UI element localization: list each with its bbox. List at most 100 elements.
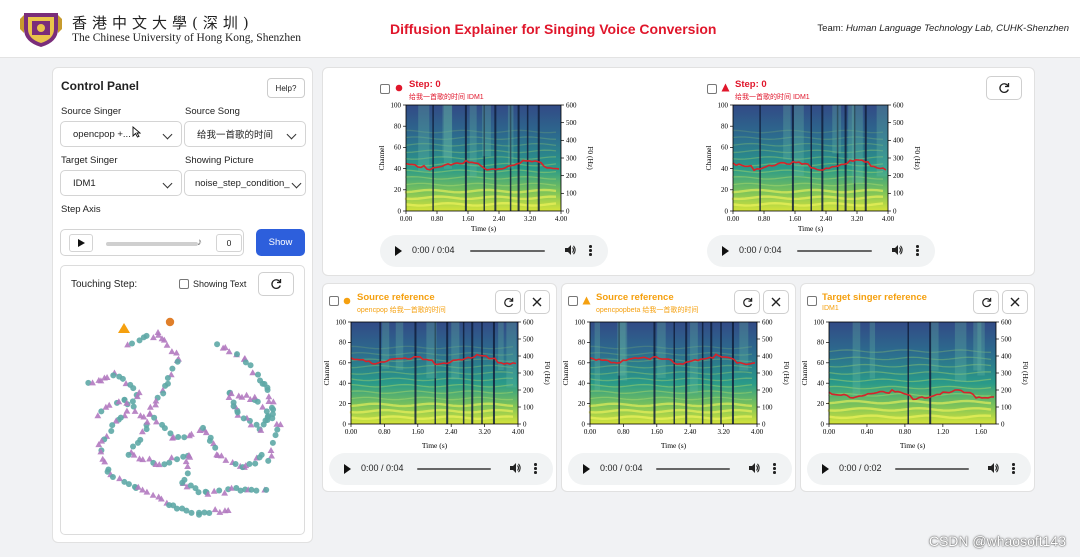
scatter-point-circle[interactable] <box>119 375 126 382</box>
play-icon[interactable] <box>722 246 729 256</box>
scatter-point-circle[interactable] <box>252 460 259 467</box>
scatter-point-circle[interactable] <box>230 399 237 406</box>
scatter-point-circle[interactable] <box>196 511 203 518</box>
scatter-point-circle[interactable] <box>206 509 213 516</box>
scatter-point-circle[interactable] <box>110 372 117 379</box>
scatter-point-triangle[interactable] <box>102 403 110 410</box>
scatter-point-circle[interactable] <box>125 481 132 488</box>
scatter-point-triangle[interactable] <box>98 437 105 444</box>
scatter-point-triangle[interactable] <box>241 354 249 361</box>
target-audio-player[interactable]: 0:00 / 0:02 <box>807 453 1031 485</box>
scatter-point-triangle[interactable] <box>97 377 105 384</box>
scatter-point-circle[interactable] <box>246 460 253 467</box>
scatter-point-triangle[interactable] <box>105 401 113 408</box>
refresh-step-b-button[interactable] <box>986 76 1022 100</box>
volume-icon[interactable] <box>564 244 576 256</box>
scatter-point-circle[interactable] <box>109 422 116 429</box>
scatter-point-triangle[interactable] <box>112 417 120 424</box>
scatter-point-triangle[interactable] <box>277 421 284 428</box>
step-b-checkbox[interactable] <box>707 84 717 94</box>
scatter-point-triangle[interactable] <box>139 486 146 493</box>
scatter-point-circle[interactable] <box>151 414 158 421</box>
volume-icon[interactable] <box>987 462 999 474</box>
scatter-point-circle[interactable] <box>129 398 136 405</box>
more-options-icon[interactable] <box>773 463 776 475</box>
play-icon[interactable] <box>344 464 351 474</box>
scatter-point-circle[interactable] <box>260 421 267 428</box>
scatter-point-triangle[interactable] <box>267 447 275 454</box>
scatter-point-triangle[interactable] <box>157 495 165 502</box>
audio-progress-bar[interactable] <box>656 468 731 470</box>
scatter-point-circle[interactable] <box>253 421 260 428</box>
scatter-point-circle[interactable] <box>254 371 261 378</box>
scatter-point-triangle[interactable] <box>227 390 235 397</box>
scatter-point-triangle[interactable] <box>152 397 160 404</box>
scatter-point-circle[interactable] <box>192 485 199 492</box>
scatter-point-triangle[interactable] <box>221 489 229 496</box>
scatter-point-circle[interactable] <box>265 457 272 464</box>
step-number-input[interactable]: 0 <box>216 234 242 252</box>
audio-progress-bar[interactable] <box>895 468 970 470</box>
scatter-point-circle[interactable] <box>125 451 132 458</box>
scatter-point-circle[interactable] <box>206 437 213 444</box>
scatter-point-circle[interactable] <box>181 434 188 441</box>
scatter-point-circle[interactable] <box>130 385 137 392</box>
step-b-audio-player[interactable]: 0:00 / 0:04 <box>707 235 935 267</box>
step-slider-track[interactable] <box>106 242 198 246</box>
scatter-point-circle[interactable] <box>274 426 281 433</box>
scatter-point-triangle[interactable] <box>116 475 123 482</box>
refresh-target-button[interactable] <box>973 290 999 314</box>
refresh-source-a-button[interactable] <box>495 290 521 314</box>
scatter-point-triangle[interactable] <box>89 379 96 386</box>
scatter-point-triangle[interactable] <box>210 440 217 447</box>
scatter-point-circle[interactable] <box>174 358 181 365</box>
scatter-point-circle[interactable] <box>254 398 261 405</box>
scatter-point-circle[interactable] <box>240 415 247 422</box>
scatter-point-circle[interactable] <box>161 461 168 468</box>
more-options-icon[interactable] <box>534 463 537 475</box>
scatter-point-circle[interactable] <box>253 487 260 494</box>
source-song-select[interactable]: 给我一首歌的时间 <box>184 121 306 147</box>
scatter-point-triangle[interactable] <box>138 428 146 435</box>
scatter-point-triangle[interactable] <box>265 393 273 400</box>
scatter-point-triangle[interactable] <box>225 393 233 400</box>
scatter-point-triangle[interactable] <box>257 426 265 433</box>
scatter-point-triangle[interactable] <box>243 391 250 398</box>
scatter-point-circle[interactable] <box>129 340 136 347</box>
scatter-point-circle[interactable] <box>264 387 271 394</box>
scatter-point-circle[interactable] <box>160 390 167 397</box>
scatter-point-triangle[interactable] <box>225 348 233 355</box>
scatter-point-triangle[interactable] <box>140 413 148 420</box>
source-b-audio-player[interactable]: 0:00 / 0:04 <box>568 453 792 485</box>
scatter-point-triangle[interactable] <box>238 393 246 400</box>
scatter-point-circle[interactable] <box>174 456 181 463</box>
scatter-point-triangle[interactable] <box>218 452 225 459</box>
scatter-point-triangle[interactable] <box>146 455 153 462</box>
scatter-point-triangle[interactable] <box>228 484 235 491</box>
scatter-point-triangle[interactable] <box>188 430 195 437</box>
step-scatter-plot[interactable] <box>69 304 299 530</box>
scatter-point-circle[interactable] <box>167 430 174 437</box>
scatter-point-circle[interactable] <box>143 332 150 339</box>
scatter-point-triangle[interactable] <box>146 410 154 417</box>
step-a-checkbox[interactable] <box>380 84 390 94</box>
scatter-point-circle[interactable] <box>214 341 221 348</box>
scatter-point-triangle[interactable] <box>221 343 229 350</box>
scatter-point-triangle[interactable] <box>97 448 105 455</box>
source-singer-select[interactable]: opencpop +... <box>60 121 182 147</box>
scatter-point-circle[interactable] <box>130 443 137 450</box>
source-b-checkbox[interactable] <box>568 296 578 306</box>
scatter-point-triangle[interactable] <box>202 429 210 436</box>
scatter-point-triangle[interactable] <box>131 407 139 414</box>
scatter-point-triangle[interactable] <box>94 412 102 419</box>
scatter-point-triangle[interactable] <box>143 488 151 495</box>
scatter-point-circle[interactable] <box>136 337 143 344</box>
scatter-point-triangle[interactable] <box>160 336 168 343</box>
scatter-point-circle[interactable] <box>143 426 150 433</box>
scatter-point-circle[interactable] <box>216 487 223 494</box>
audio-progress-bar[interactable] <box>417 468 492 470</box>
scatter-point-circle[interactable] <box>117 414 124 421</box>
target-singer-select[interactable]: IDM1 <box>60 170 182 196</box>
scatter-point-circle[interactable] <box>263 486 270 493</box>
selected-step-triangle-marker[interactable] <box>118 323 130 333</box>
